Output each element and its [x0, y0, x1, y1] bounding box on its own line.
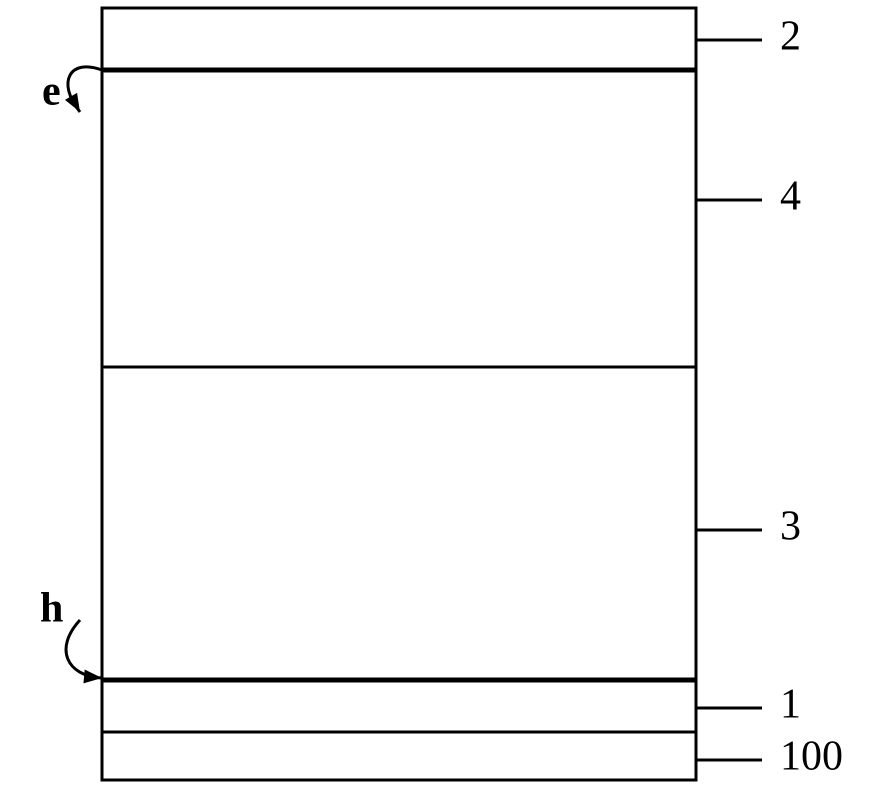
- right-label-100: 100: [780, 734, 843, 780]
- left-label-h: h: [40, 586, 63, 632]
- right-label-3: 3: [780, 504, 801, 550]
- right-label-1: 1: [780, 682, 801, 728]
- right-label-2: 2: [780, 14, 801, 60]
- left-label-e: e: [42, 69, 61, 115]
- right-label-4: 4: [780, 174, 801, 220]
- diagram-svg: 2 4 3 1 100 e h: [0, 0, 878, 791]
